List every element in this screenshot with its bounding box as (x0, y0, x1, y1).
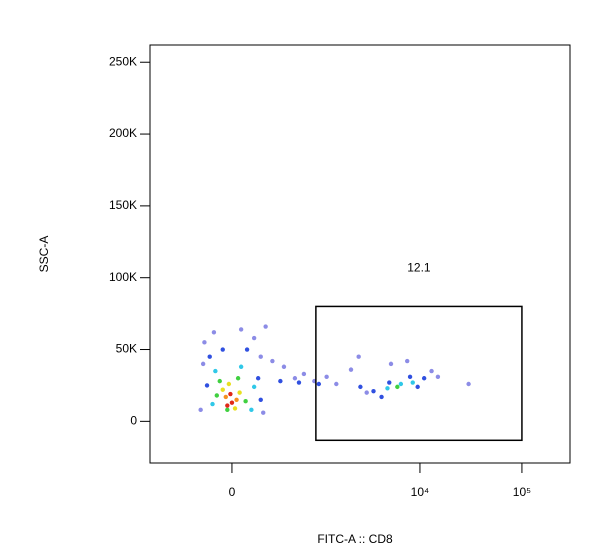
event-dot (238, 364, 244, 369)
event-dot (296, 380, 302, 385)
event-dot (200, 361, 206, 367)
event-dot (229, 400, 235, 405)
event-dot (429, 368, 434, 374)
event-dot (415, 384, 420, 390)
x-axis-title: FITC-A :: CD8 (317, 532, 393, 546)
event-dot (244, 347, 250, 352)
event-dot (348, 367, 354, 372)
event-dot (398, 381, 404, 387)
event-dot (228, 391, 233, 397)
event-dot (258, 397, 263, 402)
y-tick-label: 150K (109, 198, 137, 212)
x-tick-label: 10⁴ (411, 485, 430, 499)
event-dot (385, 386, 390, 391)
event-dot (226, 381, 232, 387)
gate (315, 305, 523, 442)
x-tick-label: 0 (229, 485, 236, 499)
event-dot (278, 378, 283, 384)
event-dot (466, 381, 471, 387)
event-dot (214, 393, 220, 398)
event-dot (220, 347, 225, 352)
event-dot (358, 384, 363, 390)
event-dot (379, 394, 384, 400)
event-dot (421, 376, 427, 381)
event-dot (251, 335, 257, 341)
event-dot (237, 390, 242, 395)
plot-frame (149, 44, 571, 464)
event-dot (395, 384, 400, 390)
event-dot (281, 364, 287, 369)
event-dot (204, 383, 210, 388)
event-dot (223, 394, 228, 400)
event-dot (316, 381, 322, 387)
event-dot (225, 403, 230, 408)
event-dot (232, 406, 238, 411)
x-tick-label: 10⁵ (513, 485, 531, 499)
event-dot (356, 354, 361, 359)
y-tick-label: 50K (116, 342, 137, 356)
event-dot (407, 374, 413, 380)
event-dot (217, 378, 222, 384)
event-dot (238, 327, 244, 332)
gate-percentage: 12.1 (407, 261, 431, 275)
event-dot (255, 376, 261, 381)
y-tick-label: 200K (109, 126, 137, 140)
event-dot (334, 381, 339, 387)
event-dot (258, 354, 263, 359)
event-dot (249, 407, 254, 413)
event-dot (211, 330, 217, 335)
event-dot (213, 368, 218, 374)
event-dot (210, 401, 215, 407)
event-dot (387, 380, 392, 385)
event-dot (235, 376, 241, 381)
event-dot (410, 380, 415, 385)
event-dot (261, 410, 266, 415)
event-dot (371, 388, 376, 394)
event-dot (301, 371, 307, 377)
event-dot (202, 340, 207, 345)
event-dot (198, 407, 203, 413)
event-dot (251, 384, 257, 390)
event-dot (243, 399, 248, 404)
event-dot (292, 376, 298, 381)
event-dot (388, 361, 394, 367)
y-tick-label: 250K (109, 54, 137, 68)
event-dot (270, 358, 275, 364)
event-dot (364, 390, 369, 395)
event-dot (405, 358, 410, 364)
y-axis-title: SSC-A (37, 236, 51, 273)
event-dot (207, 354, 212, 359)
event-dot (324, 374, 329, 380)
y-tick-label: 0 (130, 414, 137, 428)
y-tick-label: 100K (109, 270, 137, 284)
event-dot (234, 397, 239, 402)
event-dot (263, 324, 268, 329)
event-dot (220, 387, 225, 392)
event-dot (225, 407, 230, 413)
event-dot (435, 374, 441, 380)
